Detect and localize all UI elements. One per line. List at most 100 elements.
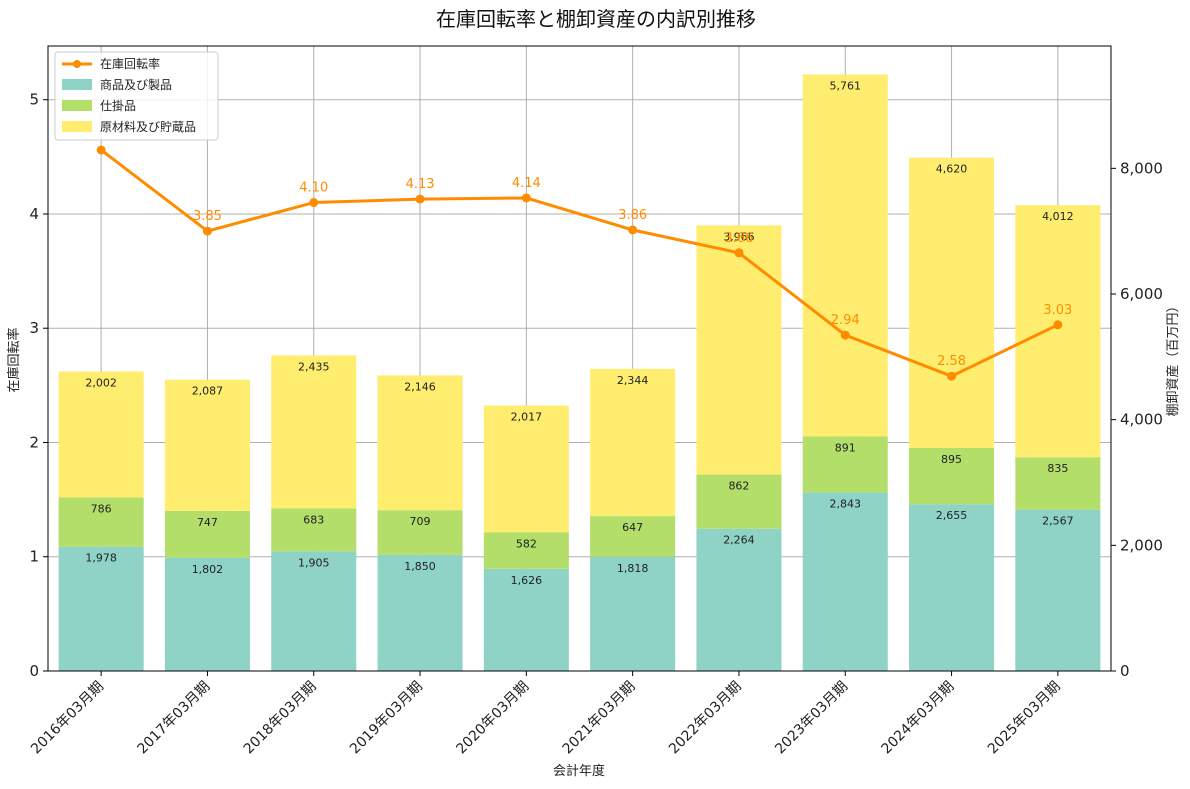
turnover-point — [309, 198, 319, 208]
bar-value-label: 1,978 — [85, 552, 117, 565]
bar-value-label: 582 — [516, 537, 537, 550]
turnover-value-label: 3.85 — [193, 209, 222, 224]
x-tick-label: 2019年03月期 — [347, 679, 426, 758]
y-left-tick-label: 5 — [29, 91, 39, 109]
bar-segment — [377, 510, 463, 555]
bar-value-label: 4,620 — [936, 163, 968, 176]
bar-segment — [164, 379, 250, 511]
bar-segment — [909, 157, 995, 448]
bar-value-label: 1,850 — [404, 560, 436, 573]
bar-segment — [483, 532, 569, 569]
y-left-tick-label: 3 — [29, 319, 39, 337]
legend-label-products: 商品及び製品 — [100, 77, 172, 92]
bar-value-label: 2,146 — [404, 380, 436, 393]
bar-segment — [802, 74, 888, 437]
y-axis-right-label: 棚卸資産（百万円） — [1165, 299, 1181, 416]
bar-segment — [164, 557, 250, 671]
y-left-tick-label: 2 — [29, 433, 39, 451]
turnover-value-label: 3.03 — [1043, 303, 1072, 318]
bar-value-label: 3,966 — [723, 230, 755, 243]
legend-swatch-materials — [62, 121, 92, 132]
bar-segment — [1015, 205, 1101, 458]
bar-segment — [802, 492, 888, 671]
turnover-line — [100, 148, 1059, 378]
bar-segment — [1015, 509, 1101, 671]
bar-value-label: 2,017 — [511, 411, 543, 424]
bar-value-label: 2,344 — [617, 374, 649, 387]
bar-segment — [271, 508, 357, 552]
turnover-value-label: 2.58 — [937, 354, 966, 369]
y-right-tick-label: 8,000 — [1120, 159, 1163, 177]
bar-value-label: 891 — [835, 441, 856, 454]
bar-segment — [909, 447, 995, 505]
turnover-point — [96, 145, 106, 155]
x-tick-label: 2020年03月期 — [453, 679, 532, 758]
bar-segment — [590, 516, 676, 557]
bar-value-label: 4,012 — [1042, 210, 1074, 223]
turnover-point — [947, 371, 957, 381]
bar-segment — [271, 551, 357, 671]
bar-value-label: 683 — [303, 513, 324, 526]
x-tick-label: 2025年03月期 — [985, 679, 1064, 758]
turnover-value-label: 4.10 — [299, 181, 328, 196]
x-tick-label: 2024年03月期 — [879, 679, 958, 758]
legend-box — [54, 51, 219, 141]
bar-value-label: 2,264 — [723, 534, 755, 547]
bar-segment — [1015, 457, 1101, 510]
y-right-tick-label: 2,000 — [1120, 536, 1163, 554]
legend-swatch-products — [62, 79, 92, 90]
y-left-tick-label: 4 — [29, 205, 39, 223]
turnover-point — [840, 330, 850, 340]
turnover-point — [734, 248, 744, 258]
bar-segment — [271, 355, 357, 509]
bar-labels-layer: 1,978 1,802 1,905 1,850 1,626 1,818 2,264 2,843… — [85, 79, 1073, 586]
bar-value-label: 2,435 — [298, 360, 330, 373]
bar-segment — [377, 375, 463, 511]
bar-value-label: 5,761 — [830, 79, 862, 92]
bar-value-label: 1,626 — [511, 574, 543, 587]
bar-segment — [58, 546, 144, 671]
y-right-tick-label: 0 — [1120, 662, 1130, 680]
y-axis-left-label: 在庫回転率 — [6, 327, 22, 392]
x-axis-label: 会計年度 — [553, 763, 605, 779]
chart-title: 在庫回転率と棚卸資産の内訳別推移 — [436, 7, 756, 31]
bar-value-label: 647 — [622, 521, 643, 534]
bar-segment — [483, 405, 569, 533]
bar-segment — [377, 554, 463, 671]
bar-segment — [696, 528, 782, 671]
bar-segment — [58, 371, 144, 498]
bar-value-label: 1,905 — [298, 556, 330, 569]
legend-swatch-wip — [62, 100, 92, 111]
line-layer: 3.85 4.10 4.13 4.14 3.86 3.66 2.94 2.58 3.03 — [96, 145, 1072, 381]
legend-label-materials: 原材料及び貯蔵品 — [100, 120, 196, 134]
bar-value-label: 2,002 — [85, 377, 117, 390]
x-tick-label: 2021年03月期 — [560, 679, 639, 758]
turnover-value-label: 2.94 — [831, 313, 860, 328]
bar-segment — [590, 556, 676, 671]
y-left-tick-label: 1 — [29, 548, 39, 566]
bar-value-label: 2,655 — [936, 509, 968, 522]
bar-value-label: 1,802 — [192, 563, 224, 576]
bar-segment — [58, 497, 144, 547]
legend-line-label: 在庫回転率 — [100, 56, 160, 71]
bar-value-label: 862 — [728, 480, 749, 493]
legend: 在庫回転率 商品及び製品 仕掛品 原材料及び貯蔵品 — [54, 51, 219, 141]
bar-value-label: 895 — [941, 453, 962, 466]
bar-segment — [590, 368, 676, 517]
bar-value-label: 2,087 — [192, 385, 224, 398]
bar-value-label: 2,843 — [830, 497, 862, 510]
turnover-value-label: 3.86 — [618, 208, 647, 223]
bar-value-label: 2,567 — [1042, 515, 1074, 528]
bar-segment — [909, 504, 995, 671]
y-right-tick-label: 4,000 — [1120, 411, 1163, 429]
turnover-point — [415, 194, 425, 204]
turnover-point — [1053, 320, 1063, 330]
x-tick-label: 2023年03月期 — [772, 679, 851, 758]
turnover-point — [521, 193, 531, 203]
bar-segment — [696, 474, 782, 529]
bar-segment — [696, 225, 782, 475]
bar-value-label: 835 — [1047, 462, 1068, 475]
legend-label-wip: 仕掛品 — [100, 98, 136, 113]
bar-segment — [164, 510, 250, 558]
